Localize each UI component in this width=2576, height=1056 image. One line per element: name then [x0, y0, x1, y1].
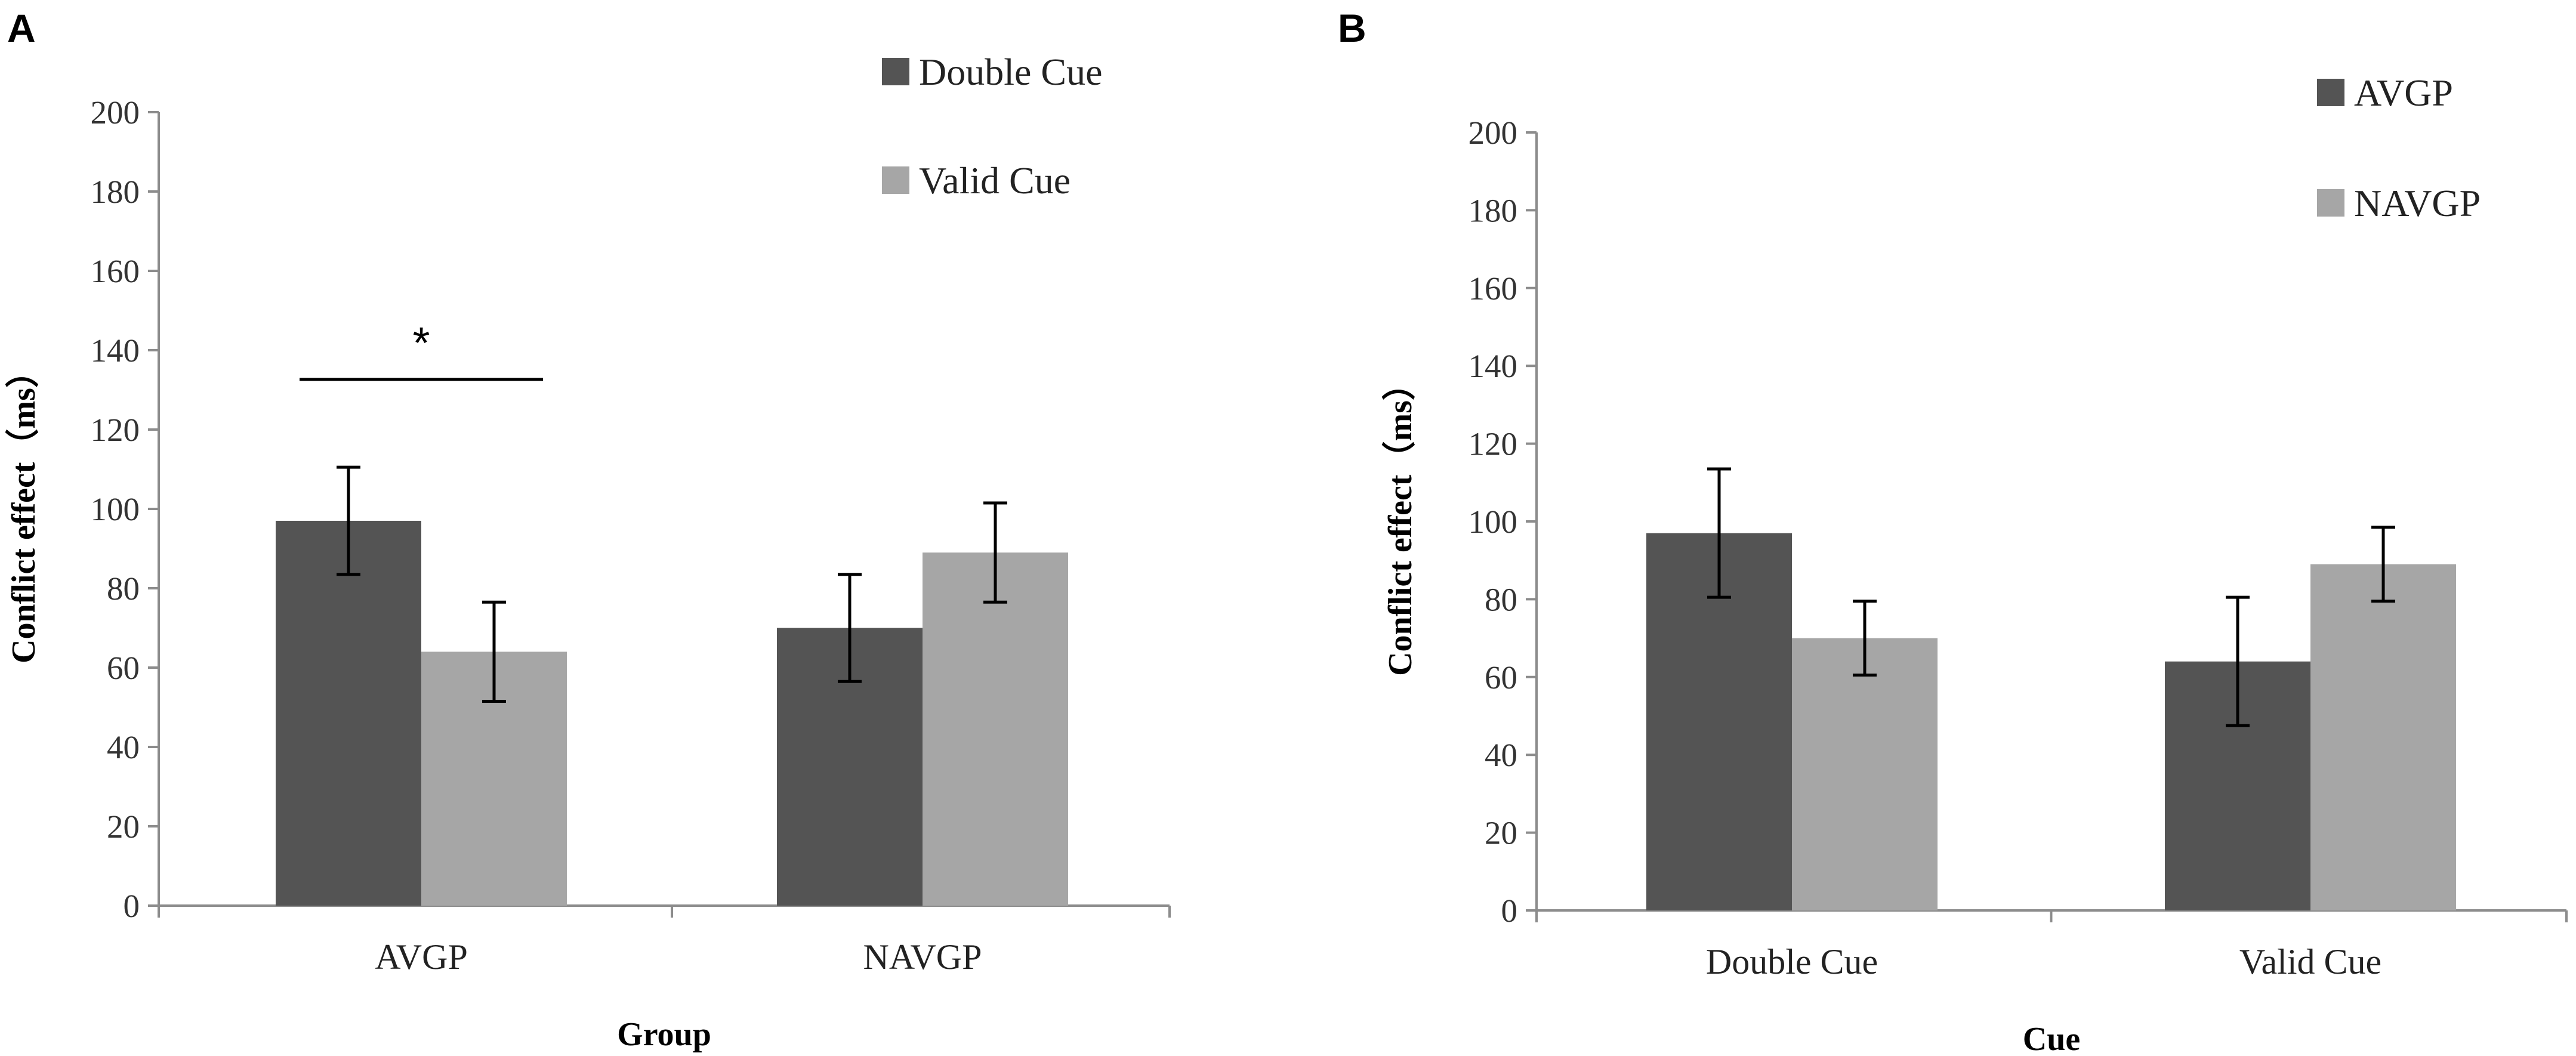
legend-label: Double Cue	[919, 51, 1103, 93]
chart-panel-a: A 0 20 40 60 80 100 120 140 160 180 200 AVGP NAVGP Gro…	[5, 6, 1171, 1053]
y-tick-label: 0	[124, 888, 140, 924]
y-axis-title: Conflict effect（ms）	[1381, 367, 1419, 676]
x-category-label: Double Cue	[1706, 942, 1878, 981]
legend: AVGP NAVGP	[2317, 72, 2481, 224]
legend-swatch	[882, 166, 909, 194]
y-tick-label: 120	[91, 412, 140, 448]
y-tick-label: 160	[91, 253, 140, 289]
y-tick-label: 200	[91, 94, 140, 131]
panel-label: B	[1338, 6, 1366, 50]
y-tick-label: 140	[1469, 348, 1518, 384]
y-tick-label: 200	[1469, 115, 1518, 151]
y-tick-label: 20	[1485, 815, 1517, 851]
legend-label: Valid Cue	[919, 159, 1070, 202]
legend-swatch	[2317, 189, 2344, 217]
bar-navgp-double-cue	[1792, 638, 1938, 910]
x-axis-title: Group	[617, 1016, 711, 1053]
x-category-label: Valid Cue	[2239, 942, 2381, 981]
x-axis-title: Cue	[2023, 1021, 2080, 1056]
y-tick-label: 20	[107, 808, 140, 845]
legend-label: NAVGP	[2354, 182, 2481, 224]
legend-label: AVGP	[2354, 72, 2453, 114]
y-tick-label: 180	[1469, 192, 1518, 229]
y-tick-label: 120	[1469, 426, 1518, 462]
y-tick-label: 40	[1485, 737, 1517, 773]
chart-panel-b: B 0 20 40 60 80 100 120 140 160 180 200 Double Cue Va…	[1338, 6, 2568, 1056]
y-tick-label: 100	[1469, 504, 1518, 540]
y-tick-label: 100	[91, 491, 140, 527]
y-tick-label: 140	[91, 332, 140, 369]
y-tick-label: 180	[91, 174, 140, 210]
y-tick-label: 80	[1485, 581, 1517, 617]
bar-navgp-valid-cue	[2310, 564, 2456, 910]
legend-swatch	[2317, 79, 2344, 106]
significance-star: *	[413, 318, 430, 368]
x-category-label: NAVGP	[863, 937, 982, 977]
x-category-label: AVGP	[375, 937, 468, 977]
bar-valid-cue-navgp	[923, 552, 1068, 906]
y-tick-label: 0	[1501, 893, 1518, 929]
legend: Double Cue Valid Cue	[882, 51, 1103, 202]
panel-label: A	[7, 6, 36, 50]
y-axis-title: Conflict effect（ms）	[5, 354, 42, 663]
y-tick-label: 40	[107, 729, 140, 765]
bar-double-cue-avgp	[276, 520, 421, 906]
y-tick-label: 160	[1469, 270, 1518, 307]
y-tick-label: 60	[1485, 659, 1517, 696]
y-tick-label: 80	[107, 570, 140, 607]
y-tick-label: 60	[107, 650, 140, 686]
legend-swatch	[882, 58, 909, 85]
